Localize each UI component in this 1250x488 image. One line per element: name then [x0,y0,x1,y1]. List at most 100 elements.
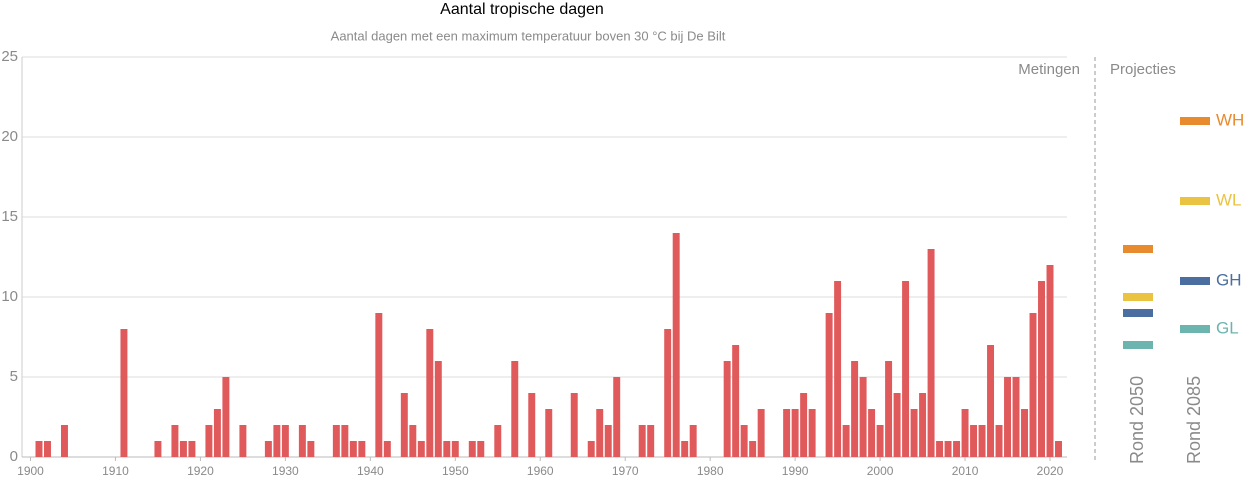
bar [570,393,578,457]
bar [120,329,128,457]
bar [672,233,680,457]
x-tick-label: 1920 [187,464,214,478]
bar [213,409,221,457]
bar [732,345,740,457]
y-tick-label: 20 [1,128,18,145]
projection-legend: GL [1216,318,1239,337]
bar [179,441,187,457]
projection-mark [1123,245,1153,253]
x-tick-label: 1950 [442,464,469,478]
projection-mark [1180,117,1210,125]
bar [264,441,272,457]
bar [808,409,816,457]
bar [35,441,43,457]
bar [953,441,961,457]
bar [791,409,799,457]
projection-legend: GH [1216,270,1242,289]
bar [851,361,859,457]
bar [375,313,383,457]
bar [307,441,315,457]
bar [613,377,621,457]
projection-mark [1180,325,1210,333]
bar [868,409,876,457]
bar [749,441,757,457]
bar [757,409,765,457]
bar [800,393,808,457]
bar [1012,377,1020,457]
bar [426,329,434,457]
bar [273,425,281,457]
bar [205,425,213,457]
bar [910,409,918,457]
bar [927,249,935,457]
bar [978,425,986,457]
bar [604,425,612,457]
bar [919,393,927,457]
bar [1038,281,1045,457]
bar [154,441,162,457]
chart-title: Aantal tropische dagen [440,1,604,18]
x-tick-label: 1940 [357,464,384,478]
bar [171,425,179,457]
bar [596,409,604,457]
projection-legend: WH [1216,110,1244,129]
bar [434,361,442,457]
bar [664,329,672,457]
bar [1004,377,1012,457]
bar [468,441,476,457]
x-tick-label: 1970 [612,464,639,478]
bar [893,393,901,457]
bar [239,425,247,457]
bar [60,425,68,457]
x-tick-label: 2010 [952,464,979,478]
projections-title: Projecties [1110,61,1176,78]
bar [723,361,731,457]
bar [400,393,408,457]
projection-mark [1180,197,1210,205]
bar [443,441,451,457]
bar [358,441,366,457]
bar [298,425,306,457]
y-tick-label: 15 [1,208,18,225]
projection-label: Rond 2050 [1127,376,1147,464]
measured-label: Metingen [1018,61,1080,78]
bar [44,441,51,457]
bar [528,393,536,457]
bar [188,441,196,457]
projection-mark [1123,309,1153,317]
bar [222,377,230,457]
x-tick-label: 2020 [1037,464,1064,478]
projection-legend: WL [1216,190,1242,209]
y-tick-label: 5 [10,368,18,385]
y-tick-label: 0 [10,448,18,465]
bar [511,361,519,457]
x-tick-label: 1960 [527,464,554,478]
bar [545,409,553,457]
x-tick-label: 1990 [782,464,809,478]
bar [740,425,748,457]
chart-subtitle: Aantal dagen met een maximum temperatuur… [331,28,726,43]
bar [1021,409,1029,457]
x-tick-label: 2000 [867,464,894,478]
bar [902,281,910,457]
bar [681,441,689,457]
x-tick-label: 1910 [102,464,129,478]
bar [638,425,646,457]
y-tick-label: 25 [1,48,18,65]
bar [383,441,391,457]
bar [961,409,969,457]
bar [451,441,459,457]
bar [1055,441,1062,457]
bar [281,425,289,457]
bar [936,441,944,457]
bar [859,377,867,457]
projection-mark [1123,341,1153,349]
x-tick-label: 1980 [697,464,724,478]
y-tick-label: 10 [1,288,18,305]
bar [477,441,485,457]
bar [885,361,893,457]
bar [783,409,791,457]
bar [332,425,340,457]
projection-mark [1180,277,1210,285]
bar [834,281,842,457]
